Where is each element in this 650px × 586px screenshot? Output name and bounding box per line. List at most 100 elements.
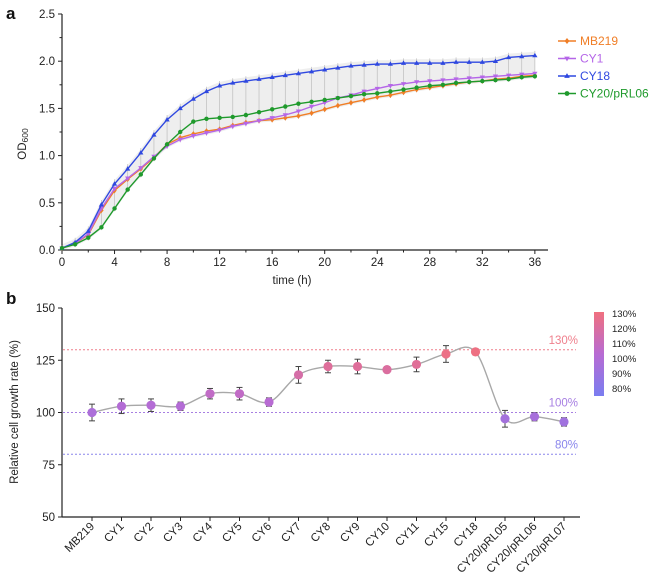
data-point — [99, 225, 104, 230]
reference-label: 100% — [549, 398, 578, 410]
x-tick-label: CY3 — [161, 521, 185, 545]
data-point — [269, 107, 275, 112]
legend-item: CY1 — [558, 52, 604, 66]
reference-label: 80% — [555, 439, 578, 451]
data-point — [177, 137, 183, 143]
data-point — [453, 80, 459, 86]
colorbar-tick-label: 120% — [612, 324, 637, 335]
data-point — [519, 72, 525, 78]
data-point — [564, 73, 570, 78]
x-tick-label: 28 — [423, 257, 436, 269]
data-point — [296, 113, 301, 119]
data-point — [505, 73, 512, 79]
x-tick-label: CY7 — [279, 521, 303, 545]
data-point — [466, 76, 472, 81]
data-point-group — [323, 359, 333, 374]
x-tick-label: 16 — [266, 257, 279, 269]
data-point — [564, 91, 570, 96]
data-point — [335, 65, 341, 70]
panel-a-ylabel-main: OD — [17, 142, 29, 159]
data-point — [387, 83, 393, 89]
panel-b-ylabel: Relative cell growth rate (%) — [9, 340, 21, 484]
panel-a-ylabel-sub: 600 — [20, 128, 30, 142]
data-point — [529, 412, 540, 422]
data-point — [243, 78, 249, 83]
x-tick-label: CY6 — [250, 521, 274, 545]
data-point — [479, 59, 485, 64]
data-point — [427, 60, 433, 65]
panel-a-legend: MB219 CY1 CY18 CY20/pRL06 — [558, 34, 649, 101]
y-tick-label: 0.0 — [39, 245, 55, 257]
data-point — [85, 228, 91, 233]
data-point — [269, 116, 275, 121]
legend-label: MB219 — [580, 34, 618, 48]
data-point — [295, 70, 302, 76]
legend-label: CY1 — [580, 52, 604, 66]
data-point — [361, 97, 367, 103]
data-point-group — [411, 356, 422, 373]
x-tick-label: CY11 — [393, 521, 421, 549]
data-point — [282, 113, 288, 118]
data-point — [414, 60, 420, 65]
data-point — [375, 94, 380, 100]
data-point — [138, 150, 144, 155]
data-point — [190, 96, 196, 101]
data-point — [335, 95, 341, 101]
data-point — [414, 80, 420, 85]
data-point-group — [116, 398, 127, 415]
x-tick-label: 24 — [371, 257, 384, 269]
data-point — [175, 401, 186, 411]
data-point — [151, 156, 157, 161]
data-point — [388, 89, 393, 94]
data-point — [164, 142, 170, 147]
panel-a: a 0 4 8 12 16 20 24 28 32 36 0.0 0.5 1.0 1.5 2.0 2.5 ti… — [6, 4, 649, 287]
data-point — [230, 124, 236, 130]
data-point — [348, 99, 354, 106]
data-point — [348, 63, 354, 68]
y-tick-label: 75 — [42, 460, 55, 472]
data-point — [532, 52, 538, 58]
data-point — [427, 79, 433, 84]
data-point — [400, 82, 407, 87]
data-point-group — [529, 412, 540, 422]
legend-label: CY20/pRL06 — [580, 87, 649, 101]
data-point — [191, 131, 196, 137]
x-tick-label: 20 — [318, 257, 331, 269]
data-point-group — [470, 347, 481, 357]
data-point — [348, 93, 354, 99]
x-tick-label: CY4 — [191, 520, 216, 545]
x-tick-label: 36 — [528, 257, 541, 269]
data-point — [532, 74, 538, 79]
panel-b-points — [87, 345, 569, 428]
data-point — [492, 58, 499, 63]
data-point — [112, 206, 117, 211]
colorbar-tick-label: 110% — [612, 339, 636, 350]
legend-item: CY20/pRL06 — [558, 87, 649, 101]
data-point — [296, 101, 301, 106]
reference-label: 130% — [549, 335, 578, 347]
data-point — [72, 242, 78, 247]
data-point — [401, 87, 406, 92]
data-point-group — [352, 358, 363, 375]
data-point — [440, 82, 446, 88]
data-point — [190, 134, 196, 139]
data-point — [205, 389, 215, 399]
data-point — [125, 187, 130, 192]
panel-b-label: b — [6, 289, 16, 308]
data-point — [322, 66, 328, 72]
y-tick-label: 50 — [42, 512, 55, 524]
x-tick-label: CY15 — [422, 521, 451, 550]
data-point — [308, 104, 315, 110]
data-point — [293, 370, 304, 380]
series-cy20-prl06 — [59, 74, 538, 251]
data-point — [85, 232, 91, 237]
data-point — [492, 74, 499, 80]
series-cy18 — [59, 52, 538, 250]
data-point — [564, 56, 570, 62]
data-point — [178, 129, 183, 135]
data-point — [361, 62, 367, 67]
data-point — [352, 361, 363, 372]
data-point — [382, 365, 392, 375]
panel-a-axes: 0 4 8 12 16 20 24 28 32 36 0.0 0.5 1.0 1.5 2.0 2.5 — [39, 9, 548, 269]
panel-b-colorbar: 130% 120% 110% 100% 90% 80% — [594, 309, 637, 396]
